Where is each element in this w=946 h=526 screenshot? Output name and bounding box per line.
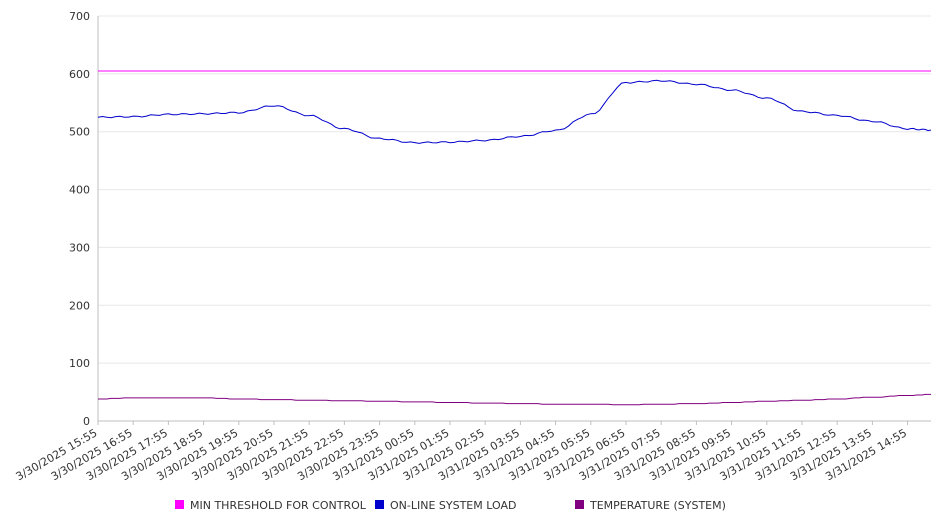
- y-tick-label: 300: [69, 241, 90, 254]
- y-tick-label: 200: [69, 299, 90, 312]
- series-line-3: [98, 393, 931, 406]
- grid-lines: [98, 15, 931, 364]
- axes: [97, 16, 931, 422]
- series-line-2: [97, 79, 932, 144]
- y-tick-label: 600: [69, 68, 90, 81]
- legend-swatch: [175, 500, 184, 509]
- y-tick-label: 100: [69, 357, 90, 370]
- y-tick-label: 700: [69, 10, 90, 23]
- x-axis-ticks: 3/30/2025 15:553/30/2025 16:553/30/2025 …: [14, 421, 909, 483]
- legend-label: MIN THRESHOLD FOR CONTROL: [190, 499, 367, 512]
- y-tick-label: 0: [83, 415, 90, 428]
- y-axis-ticks: 0 100 200 300 400 500 600 700: [69, 10, 90, 428]
- legend-label: TEMPERATURE (SYSTEM): [589, 499, 726, 512]
- legend-swatch: [575, 500, 584, 509]
- legend-label: ON-LINE SYSTEM LOAD: [390, 499, 516, 512]
- legend-swatch: [375, 500, 384, 509]
- y-tick-label: 500: [69, 126, 90, 139]
- y-tick-label: 400: [69, 184, 90, 197]
- legend: MIN THRESHOLD FOR CONTROL ON-LINE SYSTEM …: [175, 499, 726, 512]
- series-lines: [97, 70, 932, 406]
